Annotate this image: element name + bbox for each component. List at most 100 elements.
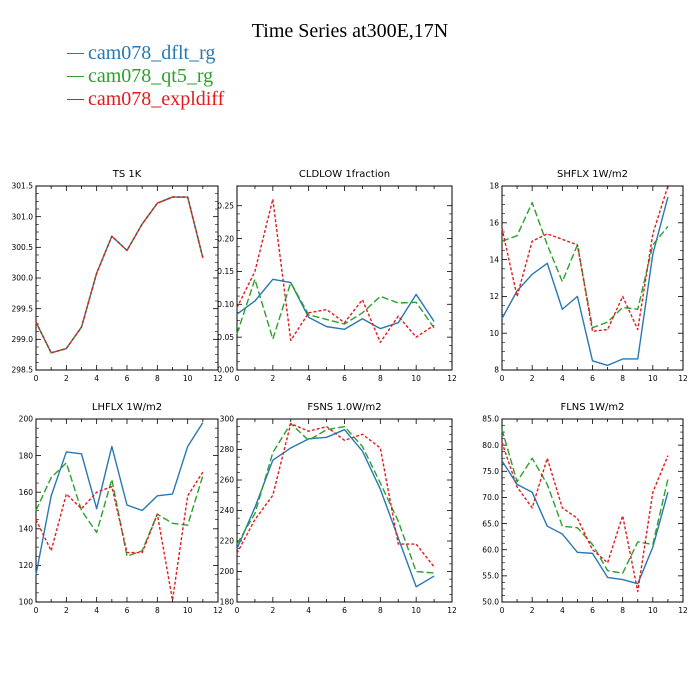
- series-dflt-line: [501, 460, 669, 585]
- x-tick-label: 6: [590, 374, 595, 383]
- y-tick-label: 260: [220, 476, 235, 485]
- y-tick-label: 120: [19, 561, 34, 570]
- x-tick-label: 2: [270, 606, 275, 615]
- legend-label: cam078_qt5_rg: [88, 65, 214, 87]
- y-tick-label: 298.5: [12, 366, 34, 375]
- x-tick-label: 10: [183, 606, 193, 615]
- legend-label: cam078_dflt_rg: [88, 42, 216, 64]
- x-tick-label: 2: [530, 606, 535, 615]
- x-tick-label: 12: [447, 374, 457, 383]
- series-dflt-line: [236, 278, 435, 330]
- chart-panel-5: FSNS 1.0W/m2 0 2 4 6 8 10 12 180 200 220 240 260 280 3…: [220, 402, 457, 615]
- y-tick-label: 85.0: [482, 415, 499, 424]
- series-qt5-line: [236, 278, 435, 340]
- y-tick-label: 60.0: [482, 545, 499, 554]
- legend-item-dflt: cam078_dflt_rg: [67, 42, 224, 65]
- x-tick-label: 0: [34, 374, 39, 383]
- series-expl-line: [35, 471, 204, 601]
- x-tick-label: 8: [378, 606, 383, 615]
- x-tick-label: 8: [620, 374, 625, 383]
- x-tick-label: 0: [235, 374, 240, 383]
- y-tick-label: 0.10: [217, 300, 234, 309]
- x-tick-label: 0: [34, 606, 39, 615]
- y-tick-label: 75.0: [482, 467, 499, 476]
- y-tick-label: 299.0: [12, 335, 34, 344]
- x-tick-label: 8: [378, 374, 383, 383]
- x-tick-label: 8: [155, 606, 160, 615]
- y-tick-label: 300: [220, 415, 235, 424]
- x-tick-label: 10: [411, 374, 421, 383]
- series-dflt-line: [501, 196, 669, 367]
- y-tick-label: 160: [19, 488, 34, 497]
- y-tick-label: 16: [489, 219, 499, 228]
- y-tick-label: 50.0: [482, 598, 499, 607]
- legend-item-qt5: cam078_qt5_rg: [67, 65, 224, 88]
- x-tick-label: 10: [183, 374, 193, 383]
- chart-panel-2: CLDLOW 1fraction 0 2 4 6 8 10 12 0.00 0.05 0.10 0.1…: [217, 169, 457, 383]
- x-tick-label: 12: [678, 606, 688, 615]
- series-dflt-line: [35, 196, 204, 354]
- y-tick-label: 0.25: [217, 201, 234, 210]
- x-tick-label: 4: [306, 606, 311, 615]
- x-tick-label: 12: [213, 374, 223, 383]
- legend-label: cam078_expldiff: [88, 88, 225, 110]
- series-qt5-line: [35, 196, 204, 354]
- chart-panel-4: LHFLX 1W/m2 0 2 4 6 8 10 12 100 120 140 160 180 200: [19, 402, 223, 615]
- x-tick-label: 10: [648, 606, 658, 615]
- series-expl-line: [501, 185, 669, 333]
- y-tick-label: 140: [19, 525, 34, 534]
- x-tick-label: 6: [125, 606, 130, 615]
- chart-title: FLNS 1W/m2: [560, 402, 624, 413]
- x-tick-label: 4: [560, 374, 565, 383]
- plot-frame: [236, 185, 453, 371]
- x-tick-label: 6: [125, 374, 130, 383]
- plot-frame: [35, 185, 219, 371]
- x-tick-label: 10: [648, 374, 658, 383]
- chart-panel-1: TS 1K 0 2 4 6 8 10 12 298.5 299.0 299.5 300.0 300.5 3…: [12, 169, 223, 383]
- x-tick-label: 6: [342, 374, 347, 383]
- y-tick-label: 0.05: [217, 333, 234, 342]
- x-tick-label: 4: [560, 606, 565, 615]
- y-tick-label: 65.0: [482, 519, 499, 528]
- y-tick-label: 70.0: [482, 493, 499, 502]
- y-tick-label: 8: [494, 366, 499, 375]
- x-tick-label: 0: [235, 606, 240, 615]
- series-dflt-line: [35, 422, 204, 575]
- chart-title: SHFLX 1W/m2: [557, 169, 628, 180]
- chart-title: FSNS 1.0W/m2: [307, 402, 381, 413]
- y-tick-label: 55.0: [482, 572, 499, 581]
- y-tick-label: 301.0: [12, 212, 34, 221]
- y-tick-label: 80.0: [482, 441, 499, 450]
- x-tick-label: 6: [590, 606, 595, 615]
- y-tick-label: 300.0: [12, 274, 34, 283]
- y-tick-label: 100: [19, 598, 34, 607]
- plot-frame: [501, 418, 684, 603]
- chart-panel-6: FLNS 1W/m2 0 2 4 6 8 10 12 50.0 55.0 60.0 65.0 70.0 7…: [482, 402, 688, 615]
- y-tick-label: 200: [19, 415, 34, 424]
- legend-swatch-dflt: [67, 53, 84, 54]
- x-tick-label: 4: [94, 374, 99, 383]
- x-tick-label: 0: [500, 606, 505, 615]
- x-tick-label: 2: [530, 374, 535, 383]
- chart-panel-3: SHFLX 1W/m2 0 2 4 6 8 10 12 8 10 12 14 16 18: [489, 169, 688, 383]
- x-tick-label: 4: [94, 606, 99, 615]
- x-tick-label: 4: [306, 374, 311, 383]
- series-qt5-line: [35, 462, 204, 557]
- series-expl-line: [236, 198, 435, 344]
- y-tick-label: 280: [220, 445, 235, 454]
- y-tick-label: 240: [220, 506, 235, 515]
- x-tick-label: 2: [64, 606, 69, 615]
- x-tick-label: 2: [64, 374, 69, 383]
- series-expl-line: [236, 422, 435, 568]
- chart-title: TS 1K: [112, 169, 142, 180]
- y-tick-label: 18: [489, 182, 499, 191]
- y-tick-label: 180: [220, 598, 235, 607]
- x-tick-label: 10: [411, 606, 421, 615]
- y-tick-label: 14: [489, 255, 499, 264]
- x-tick-label: 12: [447, 606, 457, 615]
- series-expl-line: [501, 442, 669, 593]
- plot-frame: [236, 418, 453, 603]
- chart-title: LHFLX 1W/m2: [92, 402, 162, 413]
- x-tick-label: 12: [678, 374, 688, 383]
